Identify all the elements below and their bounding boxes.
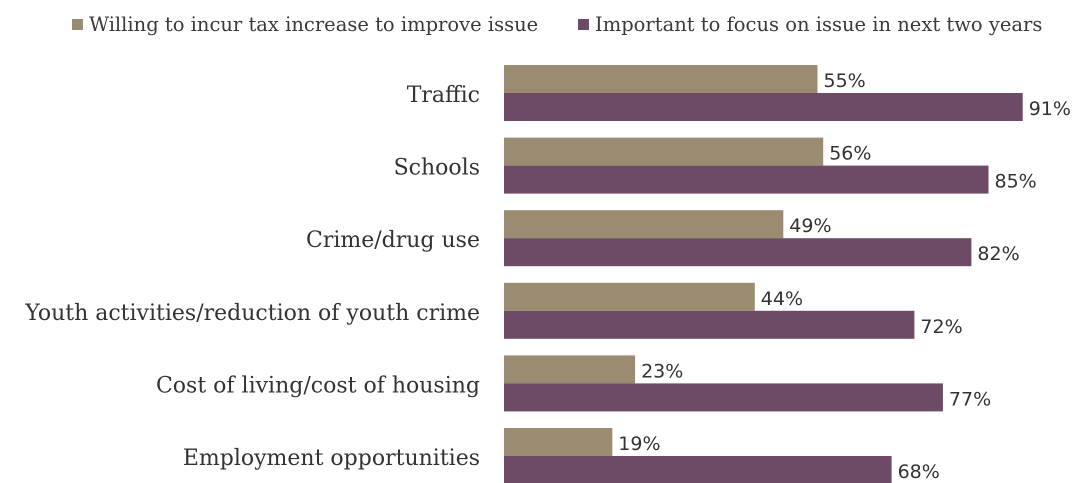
value-label-tax-increase-schools: 56% — [829, 143, 871, 165]
bar-focus-next-two-years-schools — [504, 165, 989, 194]
value-label-focus-next-two-years-traffic: 91% — [1029, 98, 1071, 120]
bar-focus-next-two-years-crime-drug-use — [504, 238, 972, 267]
value-label-tax-increase-cost-of-living-cost-of-housing: 23% — [641, 360, 683, 382]
value-label-tax-increase-employment-opportunities: 19% — [618, 433, 660, 455]
bar-focus-next-two-years-traffic — [504, 93, 1023, 121]
bar-focus-next-two-years-youth-activities-reduction-of-youth-crime — [504, 310, 915, 339]
category-label-schools: Schools — [394, 156, 480, 181]
category-label-traffic: Traffic — [407, 83, 480, 108]
plot-area: Traffic 55% 91% Schools 56% 85% Crime/drug use… — [24, 65, 1071, 483]
legend-swatch-tax-increase — [72, 19, 83, 30]
bar-tax-increase-employment-opportunities — [504, 428, 613, 456]
value-label-tax-increase-crime-drug-use: 49% — [789, 215, 831, 237]
bar-focus-next-two-years-cost-of-living-cost-of-housing — [504, 383, 943, 412]
legend-label-tax-increase: Willing to incur tax increase to improve… — [89, 13, 538, 36]
value-label-tax-increase-traffic: 55% — [824, 70, 866, 92]
legend-swatch-focus-next-two-years — [578, 19, 589, 30]
category-label-employment-opportunities: Employment opportunities — [183, 446, 480, 471]
value-label-focus-next-two-years-employment-opportunities: 68% — [898, 461, 940, 483]
bar-tax-increase-traffic — [504, 65, 818, 93]
legend: Willing to incur tax increase to improve… — [72, 13, 1042, 36]
bar-tax-increase-cost-of-living-cost-of-housing — [504, 355, 636, 384]
legend-label-focus-next-two-years: Important to focus on issue in next two … — [595, 13, 1042, 36]
category-label-cost-of-living-cost-of-housing: Cost of living/cost of housing — [156, 373, 480, 398]
value-label-focus-next-two-years-crime-drug-use: 82% — [977, 243, 1019, 265]
bar-tax-increase-schools — [504, 137, 824, 166]
category-label-crime-drug-use: Crime/drug use — [306, 228, 480, 253]
value-label-focus-next-two-years-schools: 85% — [995, 171, 1037, 193]
value-label-tax-increase-youth-activities-reduction-of-youth-crime: 44% — [761, 288, 803, 310]
bar-tax-increase-crime-drug-use — [504, 210, 784, 239]
value-label-focus-next-two-years-cost-of-living-cost-of-housing: 77% — [949, 388, 991, 410]
bar-focus-next-two-years-employment-opportunities — [504, 456, 892, 483]
value-label-focus-next-two-years-youth-activities-reduction-of-youth-crime: 72% — [920, 316, 962, 338]
category-label-youth-activities-reduction-of-youth-crime: Youth activities/reduction of youth crim… — [24, 301, 480, 326]
bar-tax-increase-youth-activities-reduction-of-youth-crime — [504, 282, 755, 311]
